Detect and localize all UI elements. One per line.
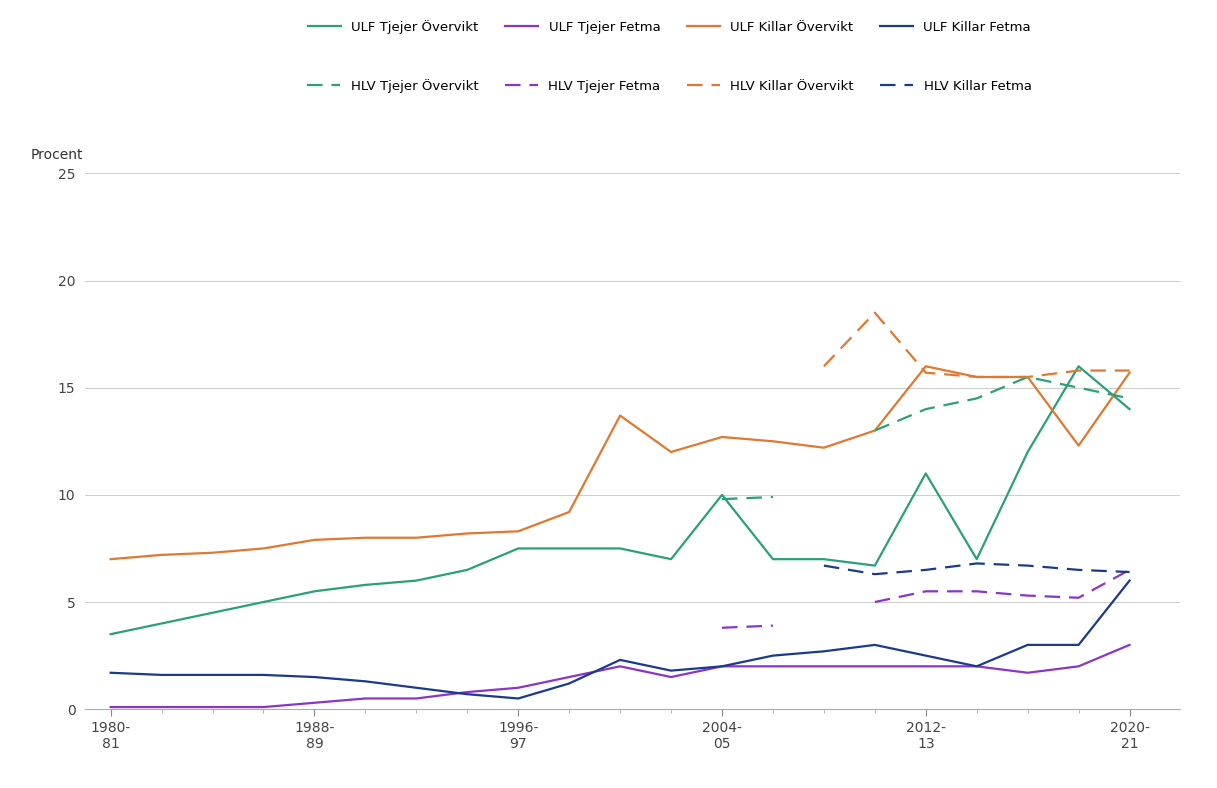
Legend: ULF Tjejer Övervikt, ULF Tjejer Fetma, ULF Killar Övervikt, ULF Killar Fetma: ULF Tjejer Övervikt, ULF Tjejer Fetma, U… — [303, 14, 1036, 39]
Text: Procent: Procent — [30, 147, 83, 162]
Legend: HLV Tjejer Övervikt, HLV Tjejer Fetma, HLV Killar Övervikt, HLV Killar Fetma: HLV Tjejer Övervikt, HLV Tjejer Fetma, H… — [302, 73, 1037, 98]
